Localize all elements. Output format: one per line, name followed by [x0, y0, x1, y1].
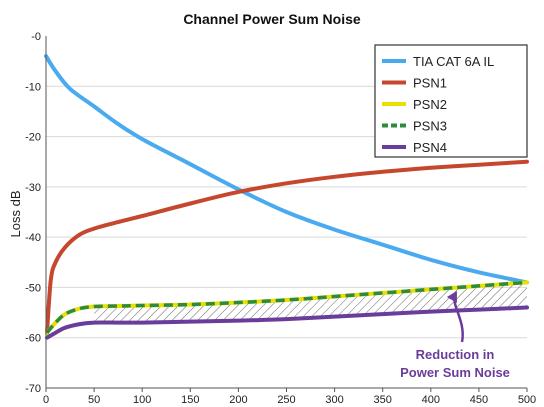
legend-label: TIA CAT 6A IL — [413, 54, 494, 69]
legend-label: PSN1 — [413, 76, 447, 91]
legend-box — [374, 44, 528, 158]
annotation-text: Power Sum Noise — [400, 365, 510, 380]
y-tick-label: -20 — [25, 132, 41, 144]
series-lines — [44, 54, 529, 340]
x-tick-label: 350 — [374, 394, 392, 406]
y-tick-label: -40 — [25, 232, 41, 244]
annotation: Reduction in Power Sum Noise — [400, 290, 510, 380]
annotation-text: Reduction in — [416, 347, 495, 362]
y-tick-label: -30 — [25, 182, 41, 194]
legend-label: PSN2 — [413, 97, 447, 112]
y-axis-title: Loss dB — [8, 191, 23, 238]
y-tick-label: -0 — [31, 31, 41, 43]
legend-label: PSN3 — [413, 119, 447, 134]
axes: -0 -10 -20 -30 -40 -50 -60 -700 50 100 150 200 250 30… — [25, 31, 536, 406]
y-tick-label: -70 — [25, 383, 41, 395]
y-tick-label: -10 — [25, 81, 41, 93]
x-tick-label: 100 — [133, 394, 151, 406]
legend-label: PSN4 — [413, 140, 447, 155]
x-tick-label: 250 — [277, 394, 295, 406]
annotation-arrowhead — [446, 290, 457, 303]
x-tick-label: 150 — [181, 394, 199, 406]
x-tick-label: 200 — [229, 394, 247, 406]
series-line-tia-cat-6a-il — [44, 54, 529, 285]
x-tick-label: 50 — [88, 394, 100, 406]
series-line-psn4 — [45, 305, 529, 340]
x-tick-label: 450 — [470, 394, 488, 406]
x-tick-label: 300 — [325, 394, 343, 406]
y-tick-label: -60 — [25, 333, 41, 345]
series-line-psn1 — [45, 159, 529, 335]
reduction-area — [94, 282, 527, 323]
chart-title: Channel Power Sum Noise — [183, 11, 361, 27]
legend: TIA CAT 6A IL PSN1 PSN2 PSN3 PSN4 — [374, 44, 528, 158]
x-tick-label: 400 — [422, 394, 440, 406]
x-tick-label: 0 — [43, 394, 49, 406]
series-line-psn3 — [45, 280, 528, 334]
x-tick-label: 500 — [518, 394, 536, 406]
y-tick-label: -50 — [25, 282, 41, 294]
reduction-hatch — [94, 282, 527, 323]
